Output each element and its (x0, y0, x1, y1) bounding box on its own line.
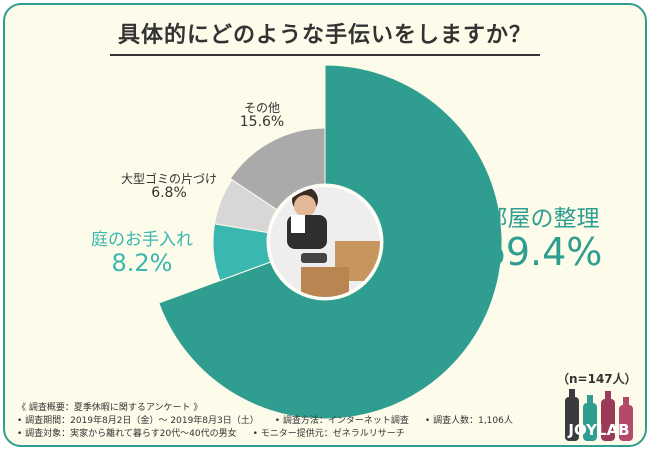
donut-chart (158, 64, 503, 420)
label-room-tidying-name: 部屋の整理 (484, 206, 600, 232)
sample-size: （n=147人） (557, 372, 637, 386)
notes-method: • 調査方法：インターネット調査 (274, 416, 409, 426)
logo-text: JOYLAB (568, 421, 630, 439)
label-bulky-garbage: 大型ゴミの片づけ 6.8% (109, 172, 229, 202)
title-underline (110, 54, 540, 56)
notes-provider: • モニター提供元：ゼネラルリサーチ (252, 429, 405, 439)
bottles-icon (565, 389, 633, 441)
label-bulky-garbage-value: 6.8% (151, 185, 187, 202)
donut-slice-0 (158, 64, 503, 420)
label-garden-value: 8.2% (111, 248, 173, 277)
label-other-name: その他 (243, 101, 280, 115)
label-room-tidying: 部屋の整理 69.4% (467, 206, 617, 275)
joylab-logo: JOYLAB (557, 387, 641, 445)
notes-count: • 調査人数：1,106人 (424, 416, 513, 426)
photo-illustration (270, 187, 380, 297)
chart-card: 具体的にどのような手伝いをしますか？ その他 15.6% 大型ゴミの片づけ 6.… (3, 3, 647, 447)
label-room-tidying-value: 69.4% (481, 230, 603, 275)
survey-notes: 《 調査概要：夏季休暇に関するアンケート 》 • 調査期間：2019年8月2日（… (17, 402, 513, 441)
donut-slice-3 (229, 127, 326, 211)
label-garden: 庭のお手入れ 8.2% (77, 231, 207, 276)
label-other-value: 15.6% (239, 114, 285, 131)
label-other: その他 15.6% (227, 101, 297, 131)
label-bulky-garbage-name: 大型ゴミの片づけ (120, 172, 217, 186)
notes-heading: 《 調査概要：夏季休暇に関するアンケート 》 (17, 403, 203, 413)
label-garden-name: 庭のお手入れ (91, 230, 193, 250)
notes-period: • 調査期間：2019年8月2日（金）～ 2019年8月3日（土） (17, 416, 259, 426)
chart-title: 具体的にどのような手伝いをしますか？ (117, 23, 532, 48)
notes-target: • 調査対象：実家から離れて暮らす20代〜40代の男女 (17, 429, 237, 439)
